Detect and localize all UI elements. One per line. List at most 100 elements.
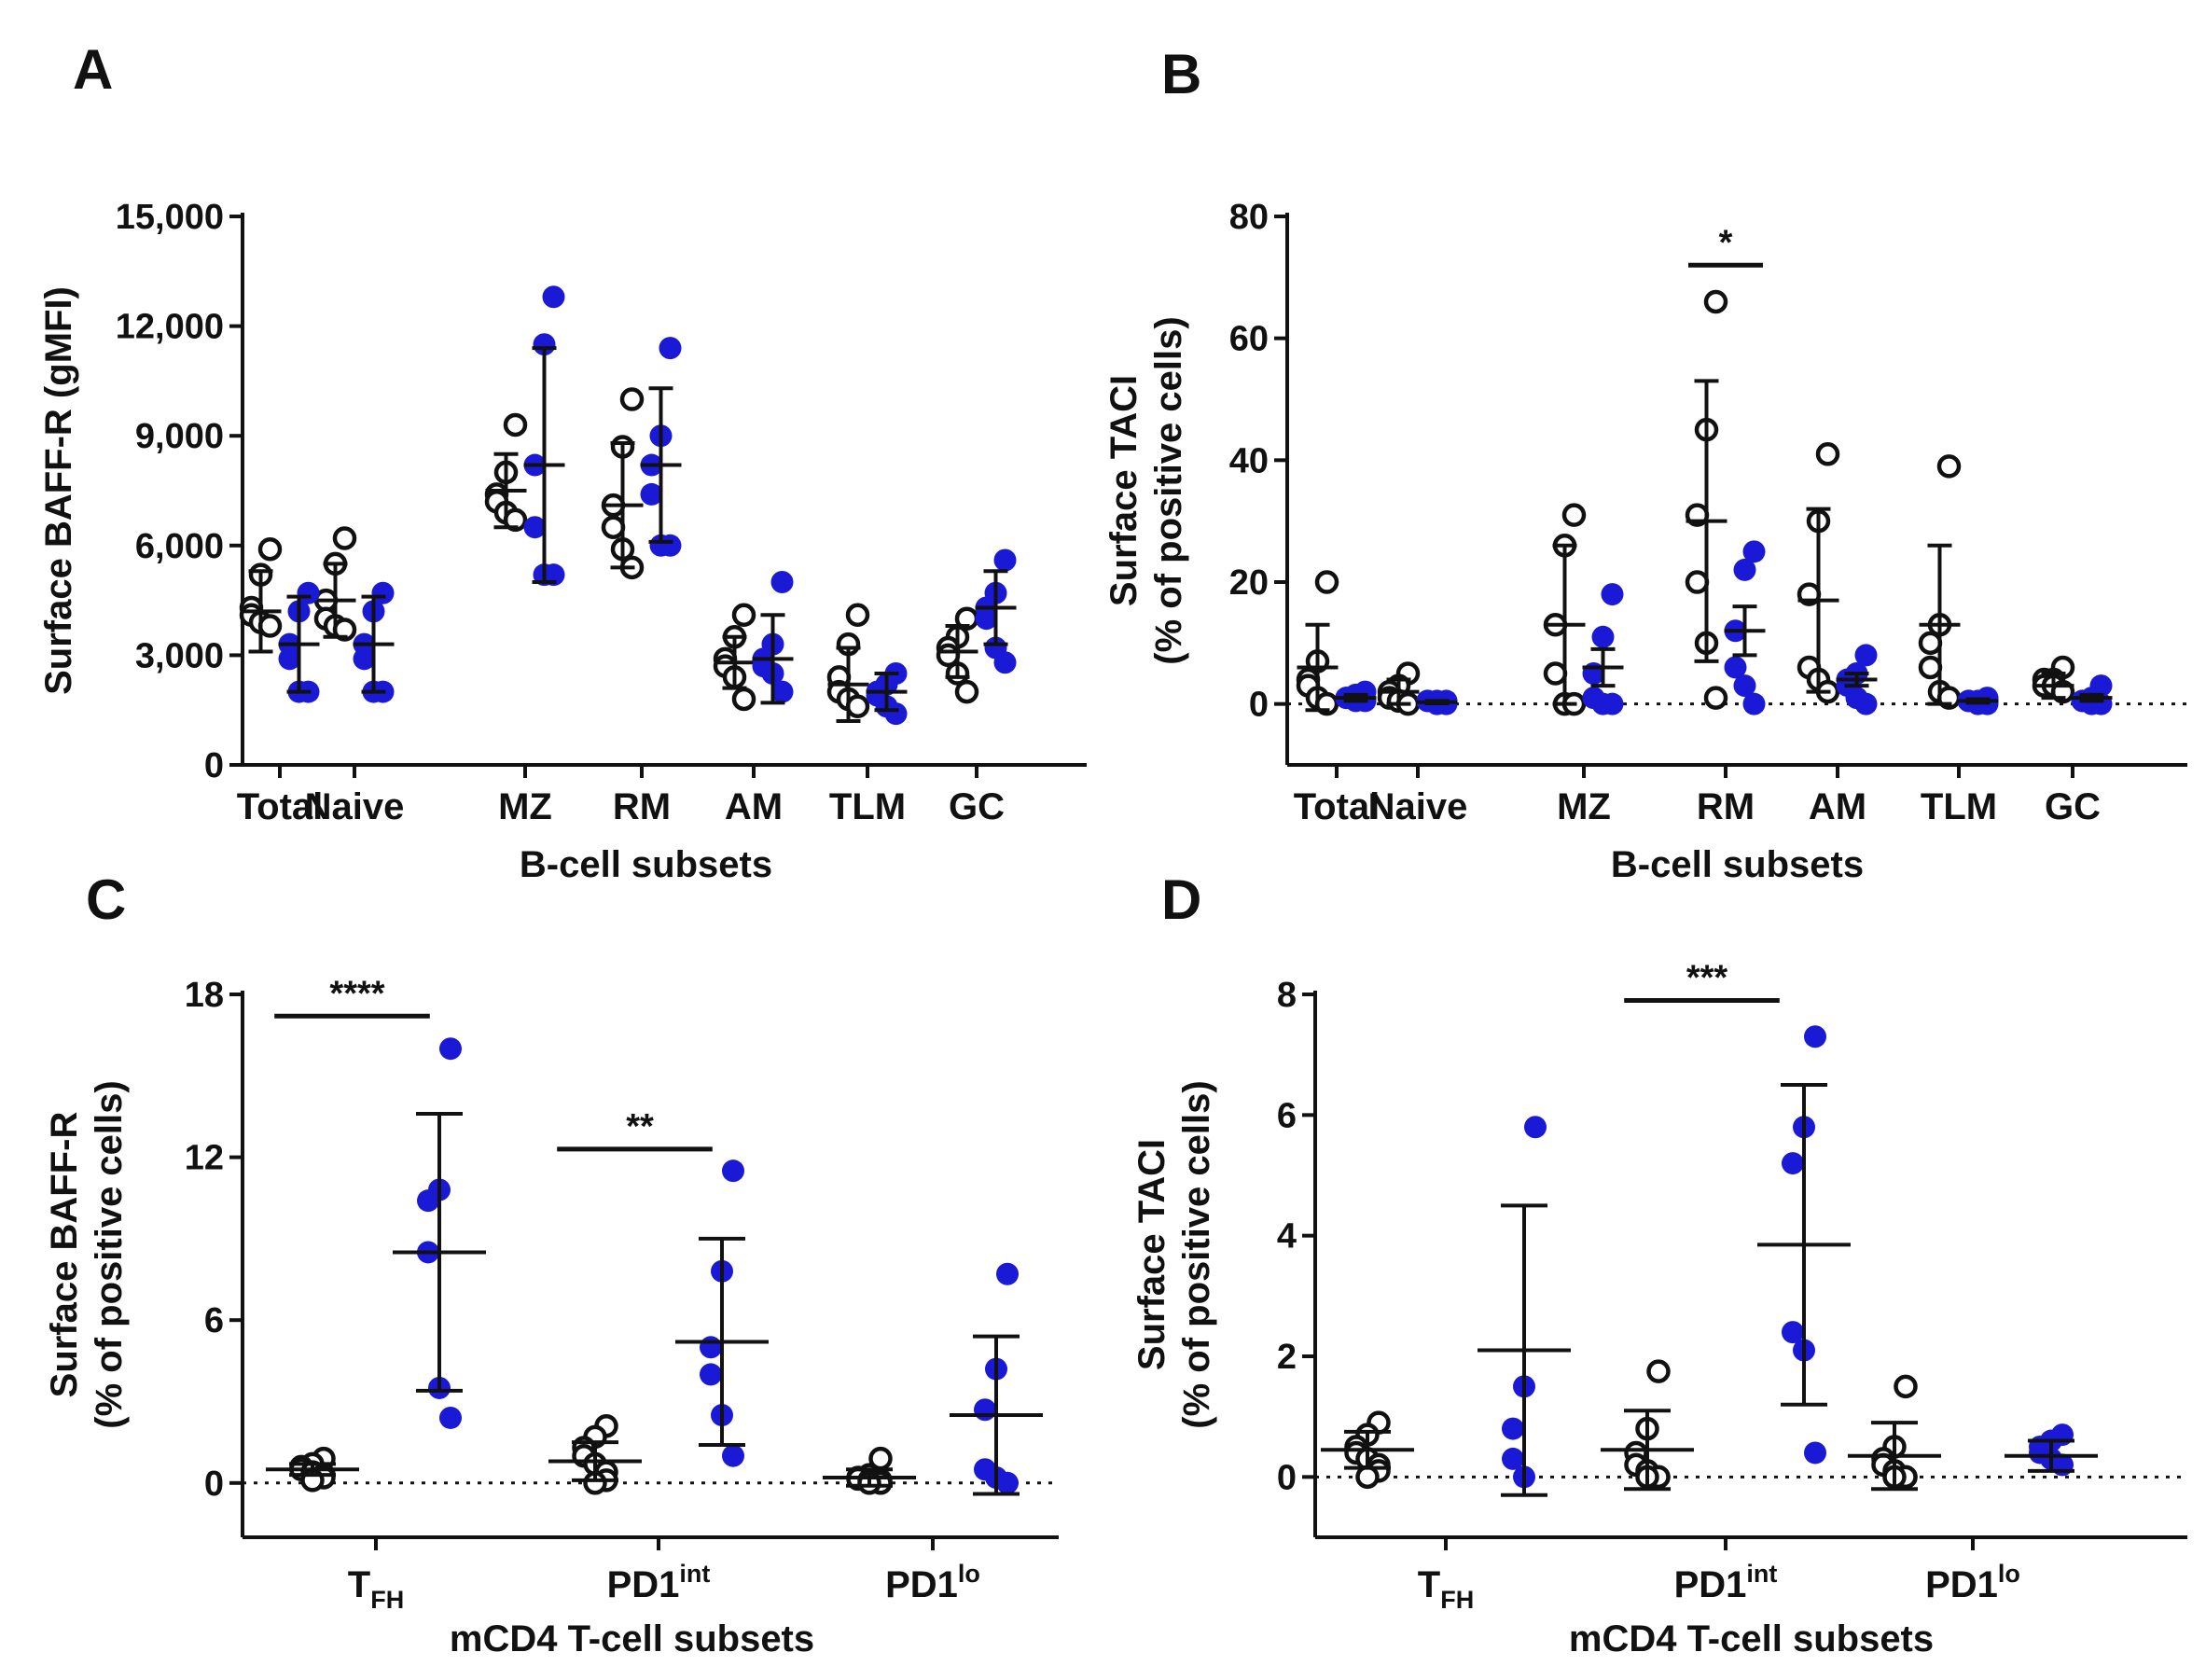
category-label: TLM: [1921, 786, 1997, 827]
data-point-filled: [975, 607, 998, 631]
x-axis-title: B-cell subsets: [520, 844, 772, 885]
data-point-filled: [770, 571, 794, 593]
panel-letter: C: [86, 868, 126, 931]
data-point-filled: [1724, 656, 1747, 679]
data-point-filled: [993, 651, 1017, 674]
data-point-filled: [974, 1398, 996, 1422]
category-label: Naive: [305, 786, 405, 827]
data-point-filled: [993, 548, 1017, 572]
y-tick-label: 15,000: [116, 198, 224, 237]
panel-b: B 0 20 40 60 80 Surface TACI (% of positive cel…: [1103, 43, 2187, 885]
x-axis-title: mCD4 T-cell subsets: [450, 1618, 814, 1659]
y-axis-title: Surface TACI: [1103, 375, 1145, 606]
y-tick-label: 0: [204, 1465, 224, 1504]
data-point-filled: [1782, 1321, 1804, 1344]
data-point-filled: [659, 337, 682, 360]
category-label: TFH: [348, 1564, 404, 1614]
y-tick-label: 40: [1229, 441, 1269, 480]
data-point-open: [1543, 661, 1568, 686]
data-point-open: [1918, 631, 1943, 656]
x-axis-title: B-cell subsets: [1611, 844, 1864, 885]
data-point-open: [257, 536, 283, 562]
data-point-filled: [1502, 1417, 1524, 1440]
data-point-filled: [700, 1336, 722, 1359]
data-point-filled: [1742, 540, 1766, 563]
significance-label: **: [626, 1107, 654, 1146]
data-point-filled: [659, 534, 682, 557]
data-point-filled: [439, 1037, 462, 1061]
y-tick-label: 8: [1277, 976, 1297, 1015]
panel-letter: D: [1161, 868, 1201, 931]
y-tick-label: 2: [1277, 1338, 1297, 1377]
data-point-open: [845, 603, 870, 628]
data-point-filled: [1742, 692, 1766, 715]
data-point-filled: [770, 680, 794, 703]
data-point-open: [731, 687, 756, 712]
data-point-filled: [1601, 692, 1624, 715]
category-label: RM: [1697, 786, 1755, 827]
category-label: MZ: [1557, 786, 1611, 827]
y-tick-label: 0: [1249, 686, 1269, 725]
data-point-filled: [884, 702, 908, 726]
category-label: PD1lo: [885, 1560, 980, 1605]
data-point-filled: [996, 1262, 1019, 1285]
category-label: GC: [949, 786, 1005, 827]
data-point-filled: [523, 516, 547, 539]
category-label: Naive: [1368, 786, 1468, 827]
category-label: GC: [2045, 786, 2101, 827]
data-point-filled: [722, 1159, 744, 1183]
y-tick-label: 6: [1277, 1096, 1297, 1135]
data-point-open: [1561, 503, 1587, 527]
panel-c: C 0 6 12 18 Surface BAFF-R (% of positive cell…: [44, 868, 1059, 1659]
data-point-filled: [1804, 1025, 1826, 1048]
data-point-open: [1703, 686, 1728, 710]
y-axis-title: Surface BAFF-R (gMFI): [38, 286, 79, 695]
y-tick-label: 18: [185, 976, 224, 1015]
y-tick-label: 20: [1229, 563, 1269, 603]
y-tick-label: 6: [204, 1301, 224, 1340]
y-tick-label: 12: [185, 1139, 224, 1178]
data-point-filled: [1502, 1447, 1524, 1470]
y-tick-label: 9,000: [135, 417, 224, 456]
panel-letter: A: [73, 38, 113, 101]
data-point-filled: [1524, 1116, 1547, 1139]
category-label: AM: [725, 786, 783, 827]
data-point-open: [1894, 1374, 1918, 1399]
category-label: PD1int: [607, 1560, 711, 1605]
category-label: PD1int: [1674, 1560, 1778, 1605]
significance-label: *: [1719, 223, 1733, 262]
data-point-filled: [353, 647, 376, 671]
data-point-open: [601, 515, 626, 539]
category-label: RM: [613, 786, 671, 827]
y-axis-title: (% of positive cells): [1176, 1080, 1217, 1428]
category-label: MZ: [498, 786, 552, 827]
data-point-open: [1936, 454, 1962, 479]
y-tick-label: 4: [1277, 1217, 1297, 1257]
y-tick-label: 0: [204, 746, 224, 785]
x-axis-title: mCD4 T-cell subsets: [1569, 1618, 1934, 1659]
data-point-filled: [1601, 583, 1624, 606]
category-label: AM: [1809, 786, 1866, 827]
data-point-filled: [1854, 644, 1878, 667]
y-axis-title: (% of positive cells): [1148, 316, 1189, 664]
data-point-filled: [417, 1189, 439, 1213]
data-point-filled: [1782, 1152, 1804, 1175]
panel-d: D 0 2 4 6 8 Surface TACI (% of positive cells) m…: [1131, 868, 2187, 1659]
y-tick-label: 0: [1277, 1458, 1297, 1497]
y-tick-label: 6,000: [135, 527, 224, 566]
y-tick-label: 3,000: [135, 636, 224, 675]
data-point-filled: [640, 482, 663, 506]
data-point-open: [954, 679, 979, 704]
data-point-filled: [533, 333, 556, 356]
category-label: PD1lo: [1925, 1560, 2020, 1605]
significance-label: ***: [1686, 958, 1728, 997]
significance-label: ****: [329, 974, 384, 1013]
data-point-open: [731, 603, 756, 628]
data-point-open: [503, 412, 528, 437]
data-point-open: [332, 526, 357, 550]
data-point-open: [845, 694, 870, 719]
data-point-filled: [371, 581, 395, 604]
data-point-open: [1314, 570, 1339, 594]
data-point-filled: [439, 1406, 462, 1429]
data-point-open: [1355, 1465, 1380, 1490]
